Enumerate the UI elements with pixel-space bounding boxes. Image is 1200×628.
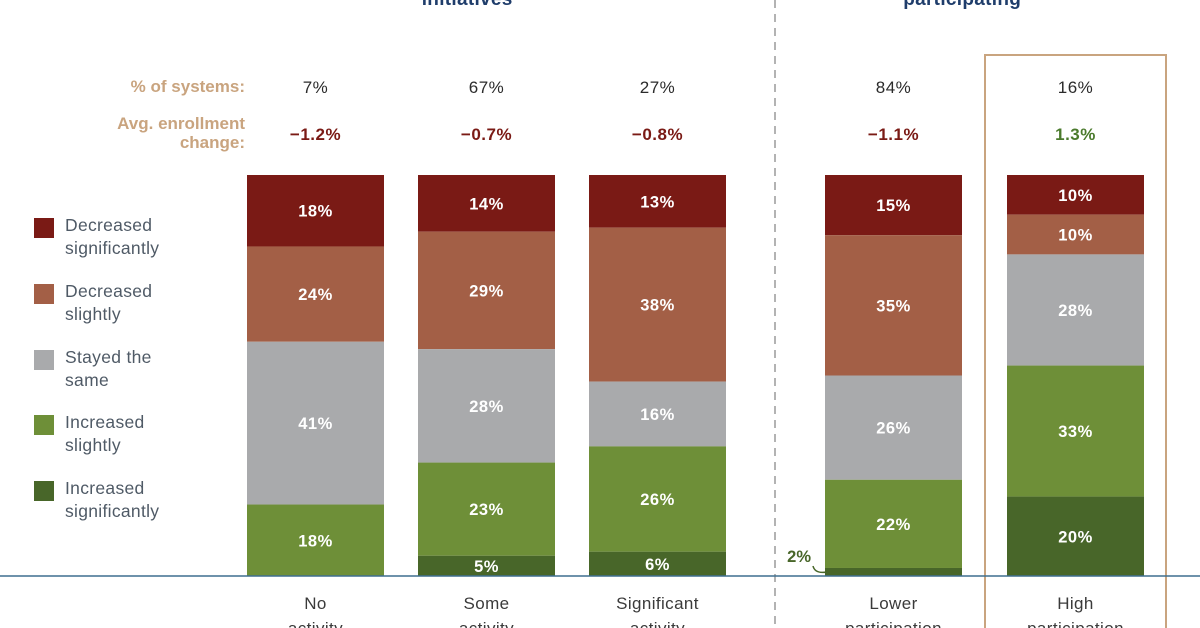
pct-systems-high-participation: 16% xyxy=(1058,78,1094,97)
highlight-box xyxy=(984,54,1167,628)
data-label-some-activity-increased-significantly: 5% xyxy=(474,558,499,576)
data-label-high-participation-decreased-significantly: 10% xyxy=(1058,187,1093,205)
bar-significant-activity-decreased-slightly xyxy=(589,227,726,382)
right-group-title-text: participating* ** ^ xyxy=(903,0,1067,10)
bar-lower-participation-decreased-significantly xyxy=(825,175,962,236)
bar-no-activity-increased-slightly xyxy=(247,504,384,576)
pct-systems-lower-participation: 84% xyxy=(876,78,912,97)
category-label-some-activity: Someactivity xyxy=(459,594,514,628)
pct-systems-no-activity: 7% xyxy=(303,78,329,97)
pct-systems-some-activity: 67% xyxy=(469,78,505,97)
data-label-lower-participation-stayed-the-same: 26% xyxy=(876,420,911,438)
bar-some-activity-decreased-slightly xyxy=(418,231,555,350)
data-label-no-activity-increased-slightly: 18% xyxy=(298,532,333,550)
data-label-no-activity-stayed-the-same: 41% xyxy=(298,415,333,433)
bar-some-activity-decreased-significantly xyxy=(418,175,555,232)
left-group-title-text: initiatives* ** ^ xyxy=(422,0,559,10)
row-label-pct-systems: % of systems: xyxy=(130,77,245,96)
avg-enrollment-change-no-activity: −1.2% xyxy=(290,125,341,144)
data-label-significant-activity-decreased-significantly: 13% xyxy=(640,193,675,211)
legend-swatch-increased-significantly xyxy=(34,481,54,501)
legend-label-decreased-significantly: Decreased significantly xyxy=(65,215,160,258)
avg-enrollment-change-lower-participation: −1.1% xyxy=(868,125,919,144)
bar-significant-activity-stayed-the-same xyxy=(589,381,726,447)
legend-swatch-stayed-the-same xyxy=(34,350,54,370)
data-label-no-activity-decreased-significantly: 18% xyxy=(298,203,333,221)
bar-lower-participation-increased-slightly xyxy=(825,479,962,568)
category-label-no-activity: Noactivity xyxy=(288,594,343,628)
data-label-some-activity-decreased-significantly: 14% xyxy=(469,195,504,213)
data-label-some-activity-stayed-the-same: 28% xyxy=(469,398,504,416)
data-label-high-participation-stayed-the-same: 28% xyxy=(1058,302,1093,320)
avg-enrollment-change-significant-activity: −0.8% xyxy=(632,125,683,144)
bar-high-participation-decreased-significantly xyxy=(1007,175,1144,215)
bar-significant-activity-increased-slightly xyxy=(589,446,726,552)
bar-high-participation-stayed-the-same xyxy=(1007,254,1144,366)
data-label-high-participation-decreased-slightly: 10% xyxy=(1058,227,1093,245)
bar-lower-participation-increased-significantly xyxy=(825,567,962,576)
bar-some-activity-increased-significantly xyxy=(418,555,555,576)
data-label-some-activity-increased-slightly: 23% xyxy=(469,501,504,519)
data-label-lower-participation-decreased-slightly: 35% xyxy=(876,297,911,315)
legend-label-increased-slightly: Increased slightly xyxy=(65,412,145,455)
data-label-significant-activity-increased-significantly: 6% xyxy=(645,556,670,574)
category-label-significant-activity: Significantactivity xyxy=(616,594,699,628)
data-label-significant-activity-increased-slightly: 26% xyxy=(640,491,675,509)
data-label-lower-participation-decreased-significantly: 15% xyxy=(876,197,911,215)
legend-label-increased-significantly: Increased significantly xyxy=(65,478,160,521)
bar-significant-activity-decreased-significantly xyxy=(589,175,726,228)
avg-enrollment-change-high-participation: 1.3% xyxy=(1055,125,1096,144)
bar-high-participation-increased-significantly xyxy=(1007,496,1144,576)
bar-some-activity-stayed-the-same xyxy=(418,349,555,463)
data-label-lower-participation-increased-slightly: 22% xyxy=(876,516,911,534)
data-label-high-participation-increased-significantly: 20% xyxy=(1058,528,1093,546)
legend-swatch-decreased-slightly xyxy=(34,284,54,304)
legend-label-stayed-the-same: Stayed the same xyxy=(65,347,152,390)
bar-no-activity-stayed-the-same xyxy=(247,341,384,505)
bar-lower-participation-stayed-the-same xyxy=(825,375,962,480)
data-label-lower-participation-increased-significantly: 2% xyxy=(787,548,811,566)
bar-significant-activity-increased-significantly xyxy=(589,551,726,576)
left-group-title: initiatives* ** ^ xyxy=(250,0,730,13)
bar-high-participation-decreased-slightly xyxy=(1007,214,1144,255)
bar-lower-participation-decreased-slightly xyxy=(825,235,962,376)
data-label-significant-activity-stayed-the-same: 16% xyxy=(640,406,675,424)
pct-systems-significant-activity: 27% xyxy=(640,78,676,97)
legend-swatch-increased-slightly xyxy=(34,415,54,435)
bar-no-activity-decreased-slightly xyxy=(247,246,384,342)
data-label-high-participation-increased-slightly: 33% xyxy=(1058,423,1093,441)
legend-label-decreased-slightly: Decreased slightly xyxy=(65,281,153,324)
data-label-some-activity-decreased-slightly: 29% xyxy=(469,282,504,300)
category-label-high-participation: Highparticipation xyxy=(1027,594,1124,628)
data-label-no-activity-decreased-slightly: 24% xyxy=(298,286,333,304)
data-label-significant-activity-decreased-slightly: 38% xyxy=(640,297,675,315)
bar-some-activity-increased-slightly xyxy=(418,462,555,556)
legend-swatch-decreased-significantly xyxy=(34,218,54,238)
right-group-title: participating* ** ^ xyxy=(790,0,1180,13)
bar-high-participation-increased-slightly xyxy=(1007,365,1144,497)
bar-no-activity-decreased-significantly xyxy=(247,175,384,247)
avg-enrollment-change-some-activity: −0.7% xyxy=(461,125,512,144)
category-label-lower-participation: Lowerparticipation xyxy=(845,594,942,628)
row-label-avg-enrollment: Avg. enrollment change: xyxy=(117,114,245,152)
leader-line-lower-participation-increased-significantly xyxy=(812,565,828,574)
